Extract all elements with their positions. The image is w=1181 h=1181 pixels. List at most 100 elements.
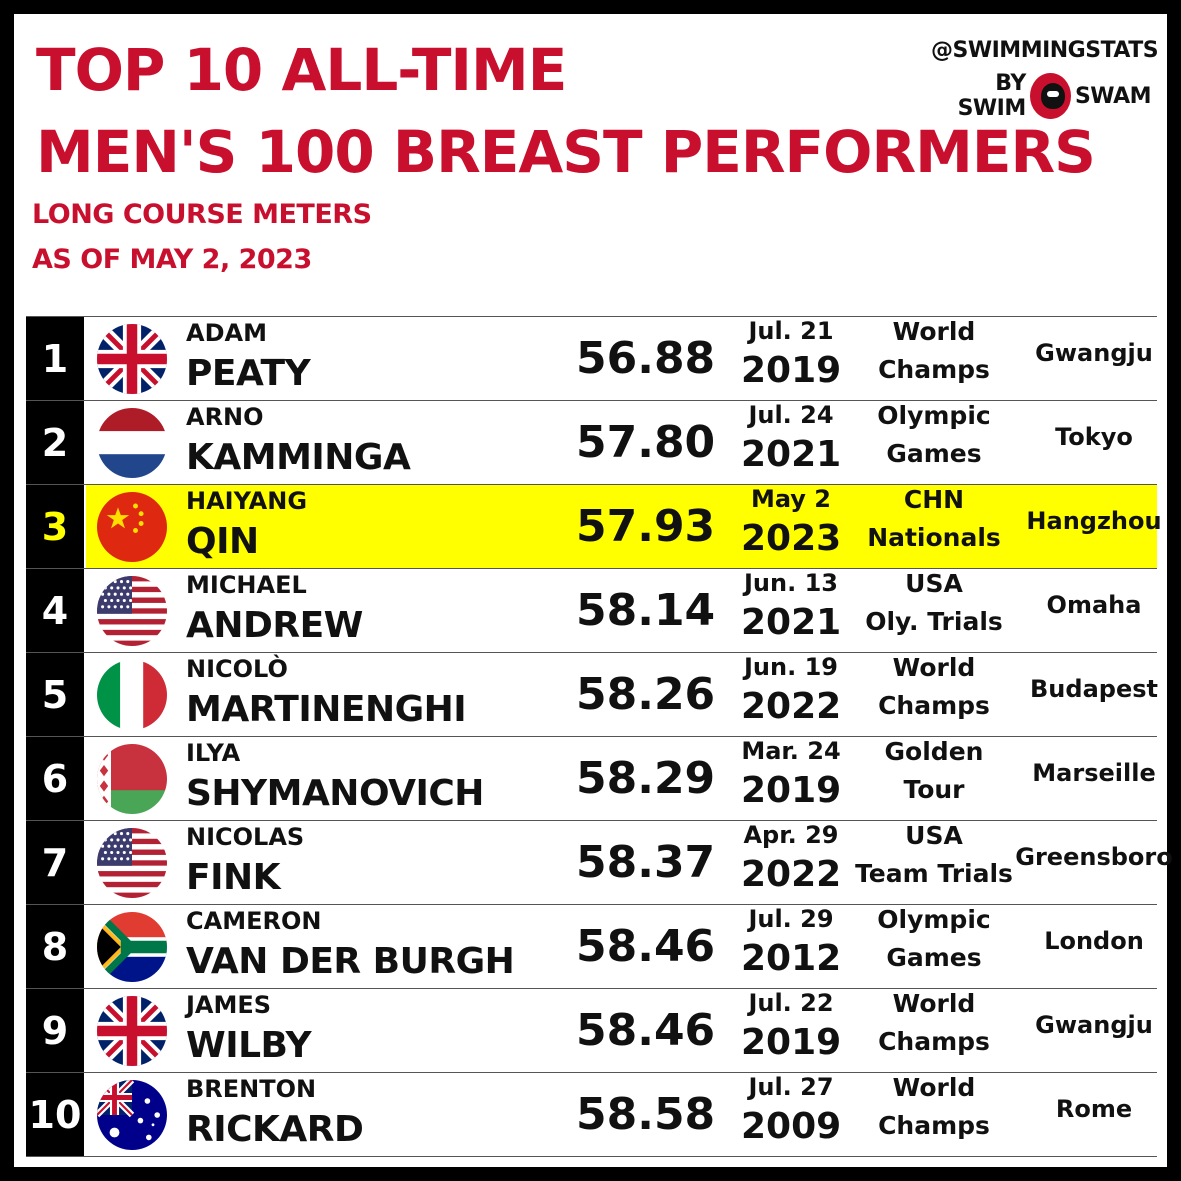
subtitle-date: AS OF MAY 2, 2023 [32,244,312,275]
rank-number: 9 [26,989,84,1072]
rank-number: 2 [26,401,84,484]
swimmer-first-name: ADAM [186,319,267,347]
ranking-row: 7 NICOLAS FINK 58.37 Apr. 29 2022 USA Te… [26,820,1173,904]
row-body: MICHAEL ANDREW 58.14 Jun. 13 2021 USA Ol… [86,569,1157,652]
meet-name-line-1: Olympic [877,905,991,934]
ranking-row: 2 ARNO KAMMINGA 57.80 Jul. 24 2021 Olymp… [26,400,1157,484]
swim-time: 58.29 [576,753,716,804]
subtitle-course: LONG COURSE METERS [32,199,372,230]
row-body: HAIYANG QIN 57.93 May 2 2023 CHN Nationa… [86,485,1162,568]
ranking-row: 3 HAIYANG QIN 57.93 May 2 2023 CHN Natio… [26,484,1162,568]
gb-flag-icon [97,324,167,394]
date-month-day: Mar. 24 [741,737,841,765]
meet-city: London [1044,927,1144,955]
swim-time: 58.14 [576,585,716,636]
swim-time: 58.26 [576,669,716,720]
row-body: ARNO KAMMINGA 57.80 Jul. 24 2021 Olympic… [86,401,1157,484]
ranking-row: 8 CAMERON VAN DER BURGH 58.46 Jul. 29 20… [26,904,1157,988]
by-flag-icon [97,744,167,814]
ranking-row: 5 NICOLÒ MARTINENGHI 58.26 Jun. 19 2022 … [26,652,1158,736]
rank-number: 10 [26,1073,84,1156]
meet-name-line-2: Team Trials [855,859,1013,888]
ranking-row: 1 ADAM PEATY 56.88 Jul. 21 2019 World Ch… [26,316,1157,400]
meet-name-line-2: Nationals [867,523,1001,552]
swimmer-first-name: CAMERON [186,907,322,935]
date-year: 2023 [741,518,842,559]
swim-time: 58.58 [576,1089,716,1140]
date-month-day: Jul. 29 [748,905,834,933]
swimmer-last-name: WILBY [186,1025,312,1066]
swimmer-last-name: SHYMANOVICH [186,773,484,814]
row-body: CAMERON VAN DER BURGH 58.46 Jul. 29 2012… [86,905,1157,988]
meet-name-line-1: World [892,653,976,682]
date-month-day: Apr. 29 [743,821,839,849]
cn-flag-icon [97,492,167,562]
date-year: 2022 [741,686,842,727]
swimmer-last-name: PEATY [186,353,311,394]
meet-name-line-2: Tour [903,775,965,804]
ranking-row: 9 JAMES WILBY 58.46 Jul. 22 2019 World C… [26,988,1157,1072]
meet-name-line-2: Champs [878,355,990,384]
swimmer-first-name: ILYA [186,739,241,767]
meet-name-line-2: Games [886,439,982,468]
rankings-table: 1 ADAM PEATY 56.88 Jul. 21 2019 World Ch… [26,316,1173,1157]
swimmer-first-name: ARNO [186,403,264,431]
swimmer-last-name: QIN [186,521,259,562]
swimmer-first-name: NICOLAS [186,823,305,851]
rank-number: 7 [26,821,84,904]
ranking-row: 6 ILYA SHYMANOVICH 58.29 Mar. 24 2019 Go… [26,736,1157,820]
row-body: ADAM PEATY 56.88 Jul. 21 2019 World Cham… [86,317,1157,400]
swimmer-last-name: RICKARD [186,1109,364,1150]
date-year: 2022 [741,854,842,895]
date-month-day: Jun. 13 [744,569,838,597]
date-month-day: May 2 [750,485,832,513]
rank-number: 8 [26,905,84,988]
date-year: 2019 [741,770,842,811]
us-flag-icon [97,576,167,646]
graphic-panel: TOP 10 ALL-TIME MEN'S 100 BREAST PERFORM… [14,14,1173,1167]
swimswam-logo-icon [1029,73,1071,119]
meet-name-line-1: Golden [884,737,984,766]
nl-flag-icon [97,408,167,478]
brand-byline: BY SWIM SWAM [931,71,1152,121]
meet-name-line-2: Champs [878,1111,990,1140]
date-month-day: Jul. 27 [748,1073,834,1101]
meet-name-line-1: USA [905,569,963,598]
row-body: NICOLAS FINK 58.37 Apr. 29 2022 USA Team… [86,821,1173,904]
meet-city: Omaha [1046,591,1142,619]
meet-name-line-2: Champs [878,1027,990,1056]
gb-flag-icon [97,996,167,1066]
meet-name-line-2: Games [886,943,982,972]
meet-name-line-1: USA [905,821,963,850]
brand-by-right: SWAM [1074,83,1152,109]
rank-number: 6 [26,737,84,820]
us-flag-icon [97,828,167,898]
za-flag-icon [97,912,167,982]
date-year: 2021 [741,434,842,475]
meet-name-line-1: CHN [903,485,965,514]
ranking-row: 4 MICHAEL ANDREW 58.14 Jun. 13 2021 USA … [26,568,1157,652]
row-body: BRENTON RICKARD 58.58 Jul. 27 2009 World… [86,1073,1157,1156]
meet-name-line-1: World [892,317,976,346]
swimmer-last-name: KAMMINGA [186,437,411,478]
date-month-day: Jun. 19 [744,653,838,681]
date-month-day: Jul. 21 [748,317,834,345]
swimmer-last-name: VAN DER BURGH [186,941,515,982]
date-year: 2012 [741,938,842,979]
meet-name-line-1: World [892,989,976,1018]
ranking-row: 10 BRENTON RICKARD 58.58 Jul. 27 [26,1072,1157,1157]
swimmer-first-name: MICHAEL [186,571,307,599]
swimmer-first-name: NICOLÒ [186,655,288,683]
title-line-1: TOP 10 ALL-TIME [36,36,567,104]
date-year: 2009 [741,1106,842,1147]
meet-city: Marseille [1032,759,1156,787]
row-body: ILYA SHYMANOVICH 58.29 Mar. 24 2019 Gold… [86,737,1157,820]
brand-by-left: BY SWIM [957,71,1027,121]
swimmer-last-name: ANDREW [186,605,363,646]
swimmer-first-name: BRENTON [186,1075,317,1103]
swimmer-last-name: FINK [186,857,281,898]
date-year: 2021 [741,602,842,643]
rank-number: 5 [26,653,84,736]
date-year: 2019 [741,350,842,391]
date-month-day: Jul. 24 [748,401,834,429]
